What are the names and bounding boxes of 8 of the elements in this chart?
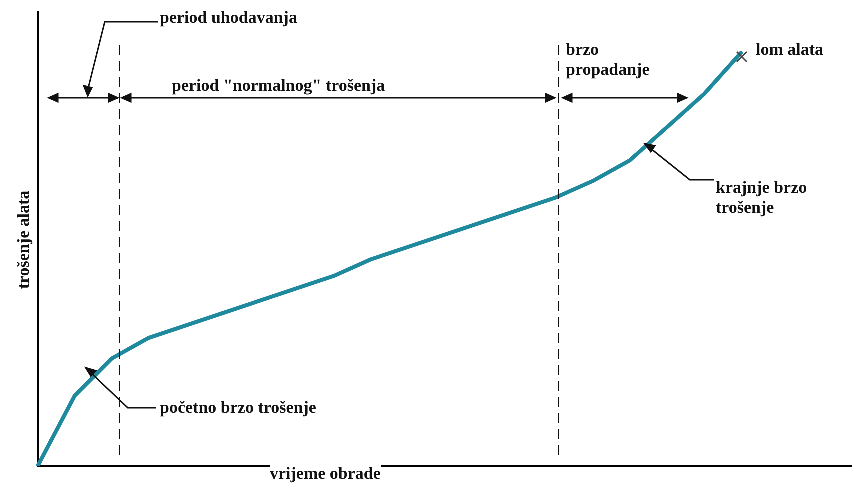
annotation: brzo propadanje: [566, 40, 676, 80]
x-axis-title: vrijeme obrade: [270, 464, 381, 484]
annotation: početno brzo trošenje: [160, 398, 316, 418]
text: period uhodavanja: [160, 8, 298, 28]
annotation: period "normalnog" trošenja: [172, 76, 386, 96]
annotation: lom alata: [756, 40, 824, 60]
annotation: krajnje brzo trošenje: [716, 178, 846, 218]
y-axis-title: trošenje alata: [14, 190, 34, 290]
